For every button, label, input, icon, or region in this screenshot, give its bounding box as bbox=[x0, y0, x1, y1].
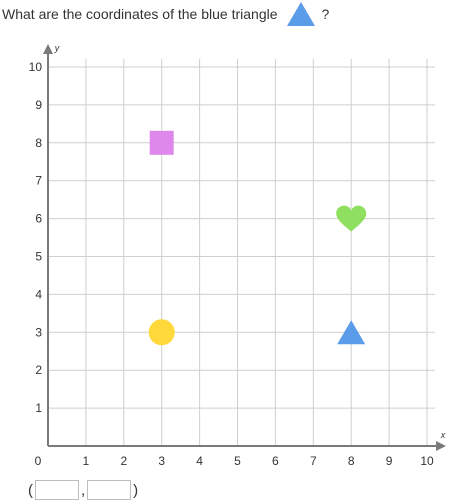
y-tick-label: 9 bbox=[35, 98, 42, 112]
question-prompt: What are the coordinates of the blue tri… bbox=[2, 0, 329, 28]
yellow-circle-mark bbox=[148, 319, 175, 346]
answer-row: ( , ) bbox=[28, 478, 138, 502]
x-tick-label: 4 bbox=[196, 454, 203, 468]
y-tick-label: 10 bbox=[29, 60, 43, 74]
y-tick-label: 7 bbox=[35, 174, 42, 188]
y-tick-label: 8 bbox=[35, 136, 42, 150]
y-tick-label: 4 bbox=[35, 287, 42, 301]
y-coordinate-input[interactable] bbox=[87, 480, 132, 500]
y-axis-label: y bbox=[54, 43, 60, 53]
axes bbox=[43, 44, 446, 451]
coordinate-grid: x y 0 1 2 3 4 5 6 7 8 9 10 1 2 3 4 5 6 7 8 9 10 bbox=[29, 43, 446, 468]
x-coordinate-input[interactable] bbox=[35, 480, 79, 500]
tick-labels: x y 0 1 2 3 4 5 6 7 8 9 10 1 2 3 4 5 6 7 8 9 10 bbox=[29, 43, 446, 468]
x-axis-arrow bbox=[436, 441, 446, 451]
x-tick-label: 6 bbox=[272, 454, 279, 468]
x-tick-label: 10 bbox=[420, 454, 434, 468]
x-tick-label: 1 bbox=[83, 454, 90, 468]
x-tick-label: 7 bbox=[310, 454, 317, 468]
x-tick-label: 0 bbox=[35, 454, 42, 468]
y-axis-arrow bbox=[43, 44, 53, 54]
y-tick-label: 6 bbox=[35, 212, 42, 226]
x-tick-label: 3 bbox=[158, 454, 165, 468]
x-tick-label: 9 bbox=[386, 454, 393, 468]
x-tick-label: 2 bbox=[120, 454, 127, 468]
close-paren: ) bbox=[133, 481, 139, 499]
y-tick-label: 3 bbox=[35, 325, 42, 339]
plot-marks bbox=[148, 130, 367, 346]
green-heart-mark bbox=[336, 205, 367, 232]
y-tick-label: 2 bbox=[35, 363, 42, 377]
pink-square-mark bbox=[149, 130, 174, 155]
grid-lines bbox=[48, 59, 435, 446]
x-axis-label: x bbox=[440, 430, 446, 440]
comma: , bbox=[81, 481, 86, 499]
y-tick-label: 5 bbox=[35, 250, 42, 264]
blue-triangle-icon bbox=[286, 1, 316, 27]
question-text: What are the coordinates of the blue tri… bbox=[2, 6, 278, 22]
open-paren: ( bbox=[28, 481, 33, 499]
blue-triangle-mark bbox=[337, 320, 366, 345]
x-tick-label: 5 bbox=[234, 454, 241, 468]
question-mark: ? bbox=[321, 6, 330, 22]
x-tick-label: 8 bbox=[348, 454, 355, 468]
y-tick-label: 1 bbox=[35, 401, 42, 415]
